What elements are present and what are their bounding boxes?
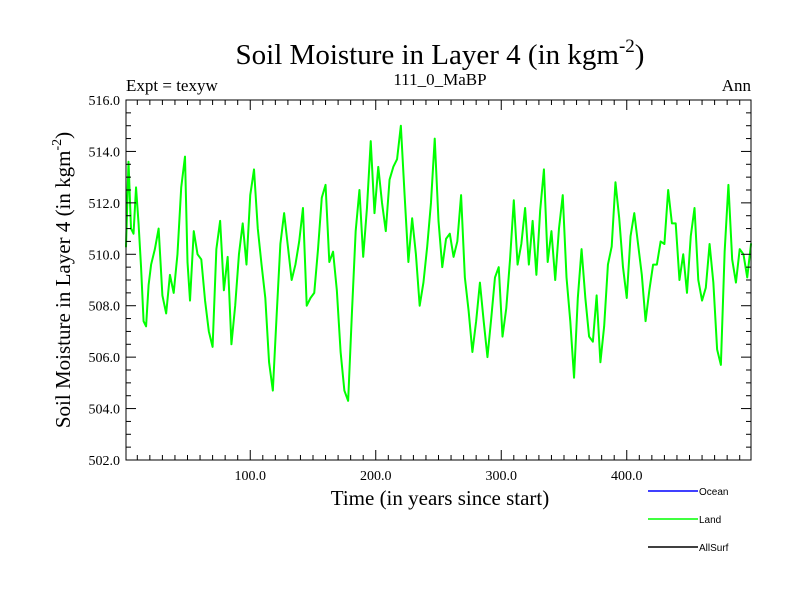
legend-label-allsurf: AllSurf bbox=[699, 543, 729, 554]
chart-title-end: ) bbox=[635, 39, 645, 71]
subtitle-left: Expt = texyw bbox=[126, 76, 218, 95]
y-axis-label-sup: -2 bbox=[50, 139, 65, 151]
y-tick-label: 510.0 bbox=[89, 248, 121, 263]
y-tick-label: 504.0 bbox=[89, 403, 121, 418]
series-line-land bbox=[125, 124, 752, 402]
y-axis-label: Soil Moisture in Layer 4 (in kgm-2) bbox=[50, 132, 75, 428]
x-tick-label: 400.0 bbox=[611, 469, 643, 484]
legend-label-ocean: Ocean bbox=[699, 487, 728, 498]
chart-title-sup: -2 bbox=[619, 36, 635, 57]
y-axis-label-main: Soil Moisture in Layer 4 (in kgm bbox=[51, 151, 75, 429]
x-axis-label: Time (in years since start) bbox=[331, 486, 550, 510]
subtitle-center: 111_0_MaBP bbox=[393, 70, 486, 89]
series-layer bbox=[125, 124, 752, 402]
y-tick-label: 506.0 bbox=[89, 351, 121, 366]
plot-frame bbox=[125, 99, 752, 461]
plot-area: 502.0 504.0 506.0 508.0 510.0 512.0 514.0 516.0… bbox=[89, 94, 752, 484]
y-tick-label: 512.0 bbox=[89, 197, 121, 212]
x-tick-label: 100.0 bbox=[234, 469, 266, 484]
legend-label-land: Land bbox=[699, 515, 721, 526]
y-tick-label: 516.0 bbox=[89, 94, 121, 109]
y-tick-label: 508.0 bbox=[89, 300, 121, 315]
y-tick-label: 514.0 bbox=[89, 145, 121, 160]
x-tick-label: 300.0 bbox=[486, 469, 518, 484]
chart-title-main: Soil Moisture in Layer 4 (in kgm bbox=[236, 39, 620, 71]
legend: Ocean Land AllSurf bbox=[648, 487, 729, 554]
chart-title: Soil Moisture in Layer 4 (in kgm-2) bbox=[236, 36, 645, 71]
subtitle-right: Ann bbox=[722, 76, 752, 95]
y-axis-label-end: ) bbox=[51, 132, 75, 139]
x-tick-label: 200.0 bbox=[360, 469, 392, 484]
y-tick-label: 502.0 bbox=[89, 454, 121, 469]
ticks-layer: 502.0 504.0 506.0 508.0 510.0 512.0 514.0 516.0… bbox=[89, 94, 751, 484]
